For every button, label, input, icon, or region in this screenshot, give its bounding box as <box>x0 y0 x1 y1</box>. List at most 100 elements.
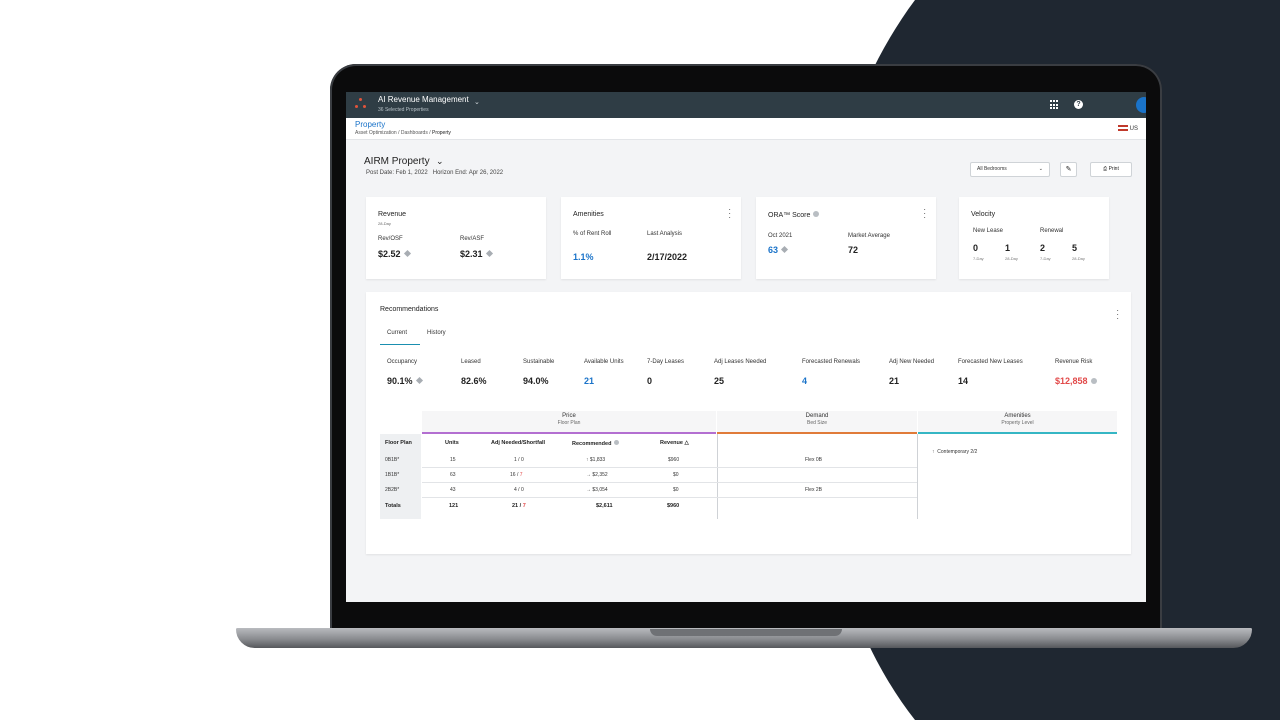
band-subtitle: Property Level <box>1001 420 1034 426</box>
info-icon[interactable] <box>614 440 620 445</box>
metric-value: 0 <box>647 376 653 386</box>
row-divider <box>422 467 917 468</box>
help-icon[interactable]: ? <box>1074 100 1083 109</box>
metric-label: Available Units <box>584 359 624 365</box>
more-options-icon[interactable]: · · · <box>728 205 731 222</box>
totals-revenue: $960 <box>667 503 680 509</box>
card-title: ORA™ Score <box>768 211 820 219</box>
column-divider <box>917 434 918 519</box>
floor-plan-column <box>380 434 421 519</box>
metric-value: 72 <box>848 245 859 255</box>
info-icon[interactable] <box>1090 378 1097 384</box>
metric-value[interactable]: 21 <box>584 376 595 386</box>
metric-value: $2.52 <box>378 249 411 259</box>
units-cell: 63 <box>450 472 456 478</box>
apps-grid-icon[interactable] <box>1050 100 1060 110</box>
region-selector[interactable]: US <box>1117 125 1138 132</box>
info-diamond-icon[interactable] <box>403 249 411 258</box>
metric-label: Last Analysis <box>647 231 683 237</box>
print-button[interactable]: ⎙ Print <box>1090 162 1132 177</box>
region-label: US <box>1129 126 1138 132</box>
metric-value[interactable]: 1.1% <box>573 252 594 262</box>
column-header[interactable]: Floor Plan <box>385 440 412 446</box>
card-title: Velocity <box>971 211 996 218</box>
metric-value[interactable]: 63 <box>768 245 789 255</box>
breadcrumb: Asset Optimization / Dashboards / Proper… <box>355 130 451 136</box>
more-options-icon[interactable]: · · · <box>1116 306 1119 323</box>
amenity-item[interactable]: ↑ Contemporary 2/2 <box>932 449 978 455</box>
app-logo-icon[interactable] <box>354 97 370 113</box>
app-bar: AI Revenue Management 36 Selected Proper… <box>346 92 1146 118</box>
band-subtitle: Floor Plan <box>557 420 581 426</box>
row-divider <box>422 482 917 483</box>
band-title: Amenities <box>1004 413 1031 419</box>
column-header[interactable]: Revenue △ <box>660 440 689 446</box>
metric-label: Forecasted Renewals <box>802 359 861 365</box>
avatar[interactable] <box>1136 97 1146 113</box>
app-title[interactable]: AI Revenue Management <box>378 95 469 104</box>
more-options-icon[interactable]: · · · <box>923 205 926 222</box>
column-header[interactable]: Adj Needed/Shortfall <box>491 440 546 446</box>
bedrooms-select[interactable]: All Bedrooms ⌄ <box>970 162 1050 177</box>
breadcrumb-bar: Property Asset Optimization / Dashboards… <box>346 118 1146 140</box>
chevron-down-icon[interactable]: ⌄ <box>474 99 480 106</box>
info-icon[interactable] <box>813 211 820 217</box>
arrow-up-icon: ↑ <box>586 457 589 463</box>
metric-value[interactable]: 4 <box>802 376 808 386</box>
arrow-up-icon: ↑ <box>932 449 935 455</box>
demand-band-header: Demand Bed Size <box>717 411 917 434</box>
floor-plan-cell[interactable]: 2B2B* <box>385 487 400 493</box>
demand-cell: Flex 0B <box>805 457 822 463</box>
sort-icon[interactable]: △ <box>684 440 689 446</box>
totals-units: 121 <box>449 503 459 509</box>
tab-current[interactable]: Current <box>387 330 408 336</box>
adj-cell: 4 / 0 <box>514 487 524 493</box>
info-diamond-icon[interactable] <box>485 249 493 258</box>
revenue-card: Revenue 28-Day Rev/OSF $2.52 Rev/ASF $2.… <box>366 197 546 279</box>
floor-plan-cell[interactable]: 0B1B* <box>385 457 400 463</box>
chevron-down-icon[interactable]: ⌄ <box>436 156 444 166</box>
us-flag-icon <box>1117 125 1128 131</box>
units-cell: 15 <box>450 457 456 463</box>
band-underline <box>918 432 1117 434</box>
horizon-end: Horizon End: Apr 26, 2022 <box>432 170 504 176</box>
tab-history[interactable]: History <box>427 330 446 336</box>
card-subtitle: 28-Day <box>378 221 391 226</box>
group-label: New Lease <box>973 228 1004 234</box>
band-title: Price <box>562 413 576 419</box>
adj-cell: 1 / 0 <box>514 457 524 463</box>
edit-button[interactable]: ✎ <box>1060 162 1077 177</box>
card-title: Revenue <box>378 211 407 218</box>
metric-label: Adj New Needed <box>889 359 935 365</box>
band-title: Demand <box>805 413 829 419</box>
metric-value: 94.0% <box>523 376 549 386</box>
printer-icon: ⎙ <box>1103 166 1108 172</box>
arrow-right-icon: → <box>586 487 591 493</box>
laptop-screen: AI Revenue Management 36 Selected Proper… <box>346 92 1146 602</box>
period-label: 7-Day <box>973 256 984 261</box>
metric-value: 2/17/2022 <box>647 252 688 262</box>
revenue-cell: $960 <box>668 457 680 463</box>
period-label: 7-Day <box>1040 256 1051 261</box>
breadcrumb-item[interactable]: Asset Optimization <box>355 130 397 136</box>
recommendations-table: Price Floor Plan Demand Bed Size Ameniti… <box>380 411 1117 519</box>
property-dates: Post Date: Feb 1, 2022 Horizon End: Apr … <box>366 170 503 176</box>
info-diamond-icon[interactable] <box>415 376 423 385</box>
metric-value: 90.1% <box>387 376 423 386</box>
column-header[interactable]: Units <box>445 440 459 446</box>
recommended-cell: ↑ $1,833 <box>586 457 606 463</box>
breadcrumb-item[interactable]: Dashboards <box>400 130 428 136</box>
band-underline <box>422 432 716 434</box>
band-underline <box>717 432 917 434</box>
totals-adj: 21 / 7 <box>512 503 526 509</box>
floor-plan-cell[interactable]: 1B1B* <box>385 472 400 478</box>
metric-label: 7-Day Leases <box>647 359 685 365</box>
metric-value: 0 <box>973 243 979 253</box>
column-header[interactable]: Recommended <box>572 440 620 447</box>
row-divider <box>422 497 917 498</box>
page-title[interactable]: AIRM Property <box>364 156 430 167</box>
chevron-down-icon: ⌄ <box>1038 166 1043 172</box>
revenue-cell: $0 <box>673 487 679 493</box>
info-diamond-icon[interactable] <box>780 245 789 254</box>
